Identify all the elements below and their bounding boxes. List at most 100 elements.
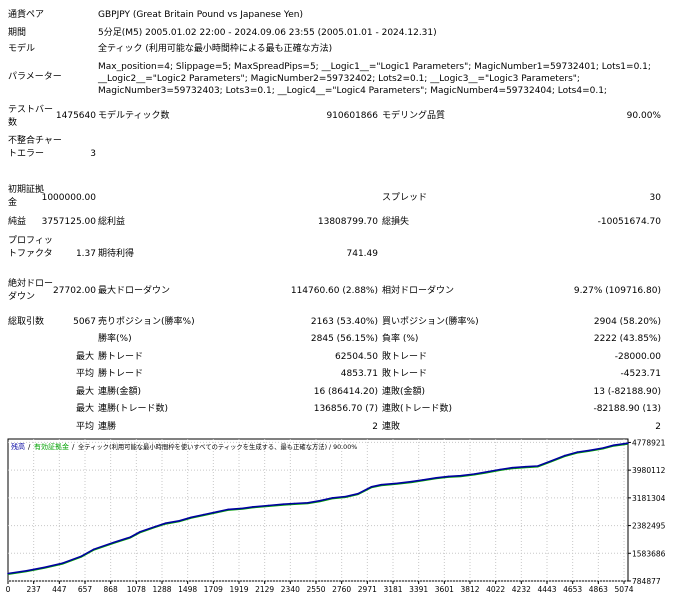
- avg-cons-word: 平均: [75, 422, 94, 432]
- period-label: 期間: [8, 28, 27, 38]
- balance-point: [139, 531, 141, 533]
- balance-point: [61, 562, 64, 564]
- largest-win-label: 勝トレード: [98, 352, 144, 362]
- balance-point: [602, 447, 604, 449]
- trades-value: 5067: [73, 317, 96, 327]
- period-value: 5分足(M5) 2005.01.02 22:00 - 2024.09.06 23…: [98, 28, 437, 38]
- long-label: 買いポジション(勝率%): [382, 317, 479, 327]
- symbol-label: 通貨ペア: [8, 10, 45, 20]
- average-word: 平均: [75, 369, 94, 379]
- spread-label: スプレッド: [382, 193, 428, 203]
- maximal-word: 最大: [75, 404, 94, 414]
- chart-grid: [8, 439, 628, 582]
- balance-point: [113, 541, 115, 544]
- balance-point: [307, 502, 309, 504]
- balance-point: [627, 442, 629, 444]
- loss-pct-label: 負率 (%): [382, 334, 419, 344]
- balance-point: [422, 479, 424, 481]
- x-tick-label: 3391: [409, 585, 428, 594]
- balance-point: [550, 460, 553, 462]
- plot-frame: [7, 438, 629, 582]
- gross-profit-value: 13808799.70: [317, 217, 378, 227]
- pf-label: プロフィットファクタ: [8, 236, 53, 259]
- y-tick-label: 2382495: [632, 522, 666, 531]
- balance-point: [447, 475, 450, 478]
- symbol-value: GBPJPY (Great Britain Pound vs Japanese …: [98, 10, 303, 20]
- quality-label: モデリング品質: [382, 111, 446, 121]
- legend-sep-2: /: [72, 443, 75, 451]
- legend-equity: 有効証拠金: [34, 442, 69, 451]
- x-tick-label: 2129: [255, 585, 274, 594]
- model-value: 全ティック (利用可能な最小時間枠による最も正確な方法): [98, 44, 333, 54]
- expected-label: 期待利得: [98, 249, 135, 259]
- balance-point: [203, 513, 205, 516]
- quality-value: 90.00%: [626, 111, 661, 121]
- x-tick-label: 447: [52, 585, 67, 594]
- avg-win-value: 4853.71: [340, 369, 378, 379]
- balance-point: [484, 471, 487, 473]
- avg-loss-value: -4523.71: [620, 369, 661, 379]
- balance-point: [344, 495, 347, 498]
- model-ticks-value: 910601866: [326, 111, 378, 121]
- deposit-value: 1000000.00: [41, 193, 96, 203]
- max-dd-value: 114760.60 (2.88%): [290, 286, 378, 296]
- balance-point: [190, 516, 193, 519]
- avg-cons-loss-value: 2: [655, 422, 661, 432]
- model-ticks-label: モデルティック数: [98, 111, 170, 121]
- balance-point: [435, 477, 438, 479]
- x-tick-label: 4022: [486, 585, 505, 594]
- deposit-label: 初期証拠金: [8, 185, 45, 208]
- balance-point: [293, 502, 296, 505]
- win-pct-label: 勝率(%): [98, 334, 132, 344]
- gross-profit-label: 総利益: [98, 217, 126, 227]
- params-label: パラメーター: [8, 72, 62, 82]
- y-tick-label: 3181304: [632, 494, 666, 503]
- balance-point: [459, 474, 462, 477]
- abs-dd-value: 27702.00: [53, 286, 96, 296]
- short-value: 2163 (53.40%): [310, 317, 378, 327]
- balance-point: [178, 520, 181, 522]
- x-tick-label: 3812: [460, 585, 479, 594]
- legend-model-quality: 全ティック(利用可能な最小時間枠を使いすべてのティックを生成する、最も正確な方法…: [78, 442, 357, 451]
- abs-dd-label: 絶対ドローダウン: [8, 279, 54, 302]
- x-tick-label: 1288: [152, 585, 171, 594]
- balance-chart-svg: 残高 / 有効証拠金 / 全ティック(利用可能な最小時間枠を使いすべてのティック…: [6, 438, 666, 594]
- max-dd-label: 最大ドローダウン: [98, 286, 171, 296]
- y-tick-label: 1583686: [632, 549, 666, 558]
- maximum-word: 最大: [75, 387, 94, 397]
- win-pct-value: 2845 (56.15%): [310, 334, 378, 344]
- balance-point: [396, 482, 399, 485]
- balance-point: [227, 508, 229, 511]
- x-tick-label: 4863: [589, 585, 608, 594]
- balance-point: [319, 499, 321, 502]
- balance-point: [525, 465, 527, 468]
- avg-cons-wins-value: 2: [372, 422, 378, 432]
- balance-point: [499, 468, 501, 471]
- net-value: 3757125.00: [41, 217, 96, 227]
- trades-label: 総取引数: [8, 317, 45, 327]
- mismatch-label: 不整合チャートエラー: [8, 136, 62, 159]
- balance-point: [331, 497, 334, 499]
- balance-point: [357, 492, 359, 495]
- cons-loss-value: -82188.90 (13): [593, 404, 661, 414]
- x-tick-label: 3181: [383, 585, 402, 594]
- cons-loss-label: 連敗(トレード数): [382, 404, 453, 414]
- balance-point: [576, 451, 579, 453]
- balance-point: [7, 572, 9, 575]
- model-label: モデル: [8, 44, 36, 54]
- x-tick-label: 2971: [358, 585, 377, 594]
- legend-balance: 残高: [11, 442, 25, 451]
- balance-point: [511, 466, 513, 469]
- balance-point: [154, 525, 156, 528]
- params-value: Max_position=4; Slippage=5; MaxSpreadPip…: [98, 62, 651, 96]
- balance-point: [563, 454, 566, 457]
- x-tick-label: 868: [104, 585, 119, 594]
- rel-dd-label: 相対ドローダウン: [382, 286, 455, 296]
- y-tick-label: 784877: [632, 577, 661, 586]
- cons-profit-value: 136856.70 (7): [313, 404, 378, 414]
- expected-value: 741.49: [346, 249, 379, 259]
- x-tick-label: 1919: [229, 585, 248, 594]
- balance-point: [537, 465, 539, 467]
- balance-point: [129, 536, 132, 538]
- x-tick-label: 4232: [512, 585, 531, 594]
